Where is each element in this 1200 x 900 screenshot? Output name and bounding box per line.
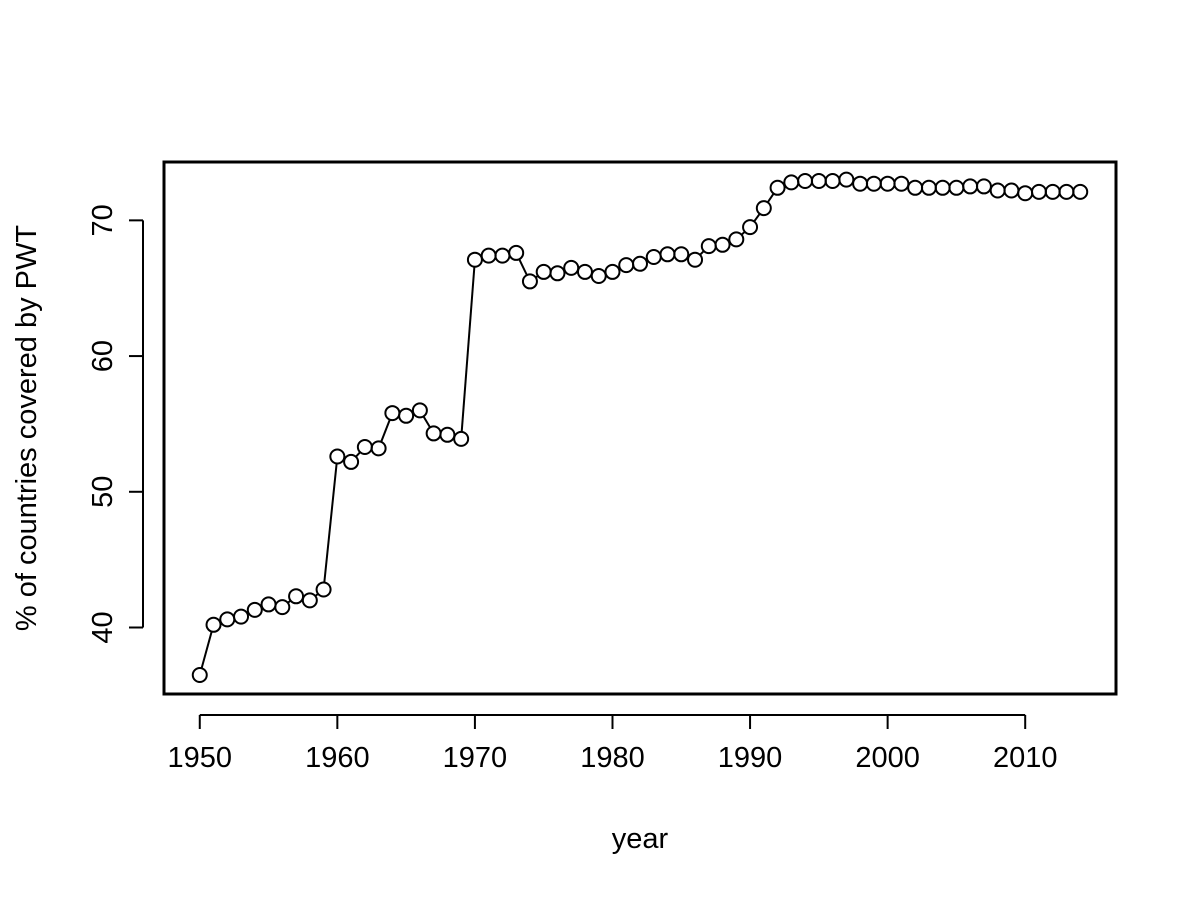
data-point (673, 246, 690, 263)
data-point (920, 179, 937, 196)
data-point (934, 179, 951, 196)
data-point (219, 611, 236, 628)
data-point (604, 263, 621, 280)
series-segment (355, 451, 361, 458)
data-point (301, 592, 318, 609)
data-point (852, 175, 869, 192)
y-tick-label: 70 (87, 204, 119, 236)
data-point (632, 255, 648, 272)
data-point (810, 173, 827, 189)
series-segment (518, 258, 528, 276)
data-point (907, 179, 924, 196)
y-tick-label: 50 (87, 476, 119, 508)
data-point (521, 273, 538, 290)
series-segment (200, 631, 213, 669)
x-tick-label: 2010 (993, 742, 1058, 774)
data-point (975, 178, 992, 195)
data-point (1003, 182, 1020, 199)
data-point (838, 171, 855, 188)
data-point (439, 426, 456, 443)
data-point (590, 268, 607, 284)
series-layer (191, 171, 1089, 683)
y-tick-label: 60 (87, 340, 119, 372)
series-segment (380, 419, 391, 443)
data-point (879, 175, 896, 192)
data-point (453, 430, 470, 447)
data-point (989, 182, 1006, 199)
data-point (398, 407, 415, 424)
data-point (563, 259, 580, 276)
data-point (549, 265, 566, 282)
data-point (576, 263, 593, 280)
data-point (233, 608, 250, 625)
y-axis-label: % of countries covered by PWT (11, 225, 43, 631)
data-point (1058, 183, 1075, 200)
series-segment (460, 266, 476, 432)
x-tick-label: 1990 (718, 742, 783, 774)
data-point (1072, 183, 1089, 200)
data-point (824, 173, 841, 189)
data-point (893, 175, 910, 192)
data-point (315, 581, 332, 598)
data-point (535, 263, 552, 280)
data-point (1017, 185, 1034, 202)
data-point (742, 219, 759, 236)
data-point (480, 247, 497, 264)
x-axis-label: year (612, 823, 669, 855)
data-point (384, 405, 401, 422)
data-point (618, 257, 635, 274)
data-point (659, 246, 676, 263)
series-segment (422, 415, 431, 428)
series-segment (323, 463, 338, 583)
data-point (191, 667, 208, 683)
data-point (356, 439, 373, 455)
data-point (329, 448, 346, 465)
data-point (645, 249, 662, 265)
data-point (205, 616, 222, 633)
data-point (494, 247, 511, 264)
x-axis: 1950 1960 1970 1980 1990 2000 2010 (168, 714, 1058, 774)
data-point (714, 236, 731, 253)
data-point (246, 601, 263, 618)
data-point (728, 231, 745, 248)
data-point (343, 453, 360, 470)
y-axis: 40 50 60 70 (87, 204, 144, 644)
data-point (508, 244, 525, 261)
series-segment (766, 193, 775, 203)
data-point (1044, 183, 1061, 200)
data-point (425, 425, 442, 442)
data-point (687, 251, 704, 268)
data-point (797, 173, 814, 189)
data-point (466, 251, 483, 268)
data-point (260, 596, 277, 613)
data-point (948, 179, 965, 196)
data-point (865, 175, 882, 192)
x-tick-label: 1970 (443, 742, 508, 774)
data-point (370, 440, 387, 457)
data-point (1030, 183, 1047, 200)
data-point (288, 588, 305, 605)
y-tick-label: 40 (87, 611, 119, 643)
data-point (700, 238, 717, 255)
data-point (783, 174, 800, 191)
data-point (274, 599, 291, 616)
data-point (755, 200, 772, 217)
x-tick-label: 1950 (168, 742, 233, 774)
x-tick-label: 1960 (305, 742, 370, 774)
data-point (411, 402, 428, 419)
plot-frame (162, 160, 1118, 696)
x-tick-label: 1980 (580, 742, 645, 774)
x-tick-label: 2000 (855, 742, 920, 774)
data-point (962, 178, 979, 195)
series-segment (753, 213, 761, 223)
data-point (769, 179, 786, 196)
